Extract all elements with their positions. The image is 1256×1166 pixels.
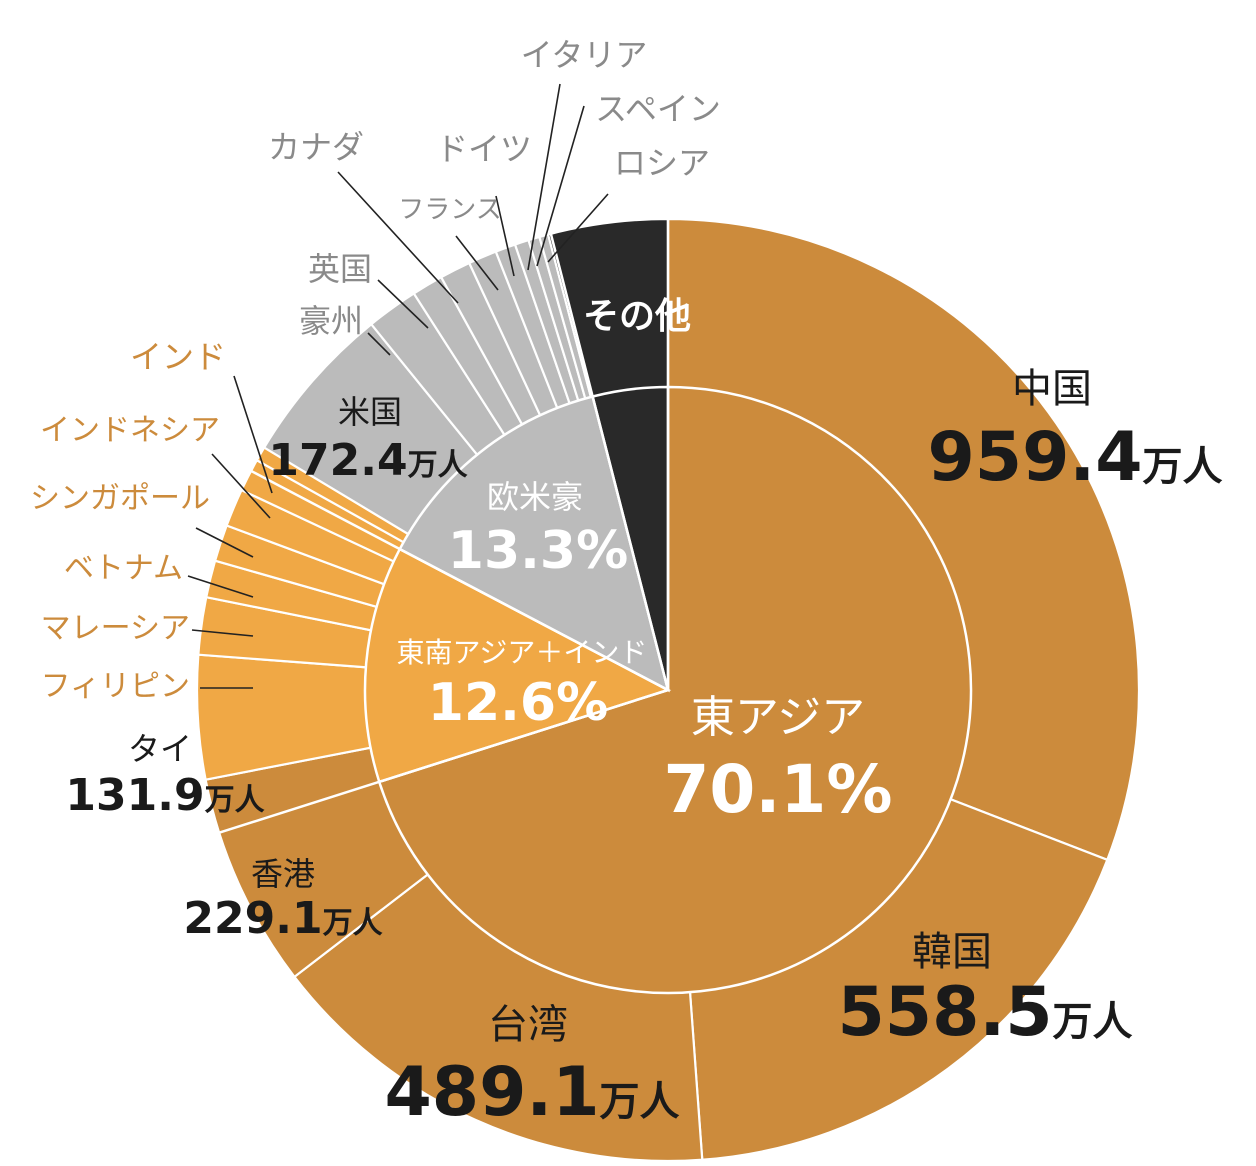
label-small-8: カナダ	[268, 128, 364, 166]
leader-line-2	[187, 575, 254, 598]
group-wedge-east_asia	[377, 385, 973, 995]
label-small-3: シンガポール	[30, 481, 210, 516]
leader-line-5	[233, 375, 273, 494]
leader-line-7	[377, 279, 429, 329]
label-small-13: ロシア	[614, 144, 710, 182]
value-taiwan: 489.1万人	[384, 1053, 679, 1132]
label-small-4: インドネシア	[40, 413, 220, 448]
leader-line-6	[367, 332, 391, 356]
label-small-11: イタリア	[521, 36, 648, 74]
group-wedge-southeast_asia	[363, 547, 672, 784]
inner-group-wedges	[218, 219, 973, 995]
value-thailand: 131.9万人	[65, 770, 264, 821]
label-small-10: ドイツ	[436, 130, 532, 168]
group-wedge-western	[398, 394, 670, 693]
label-usa: 米国	[338, 393, 402, 431]
leader-lines	[187, 83, 609, 689]
leader-line-4	[211, 453, 271, 519]
group-label-east-asia: 東アジア	[691, 692, 865, 743]
group-percent-southeast-asia: 12.6%	[428, 673, 608, 733]
group-label-southeast-asia: 東南アジア＋インド	[397, 636, 648, 669]
label-small-12: スペイン	[595, 90, 721, 128]
group-label-other: その他	[583, 296, 691, 337]
leader-line-12	[536, 105, 585, 267]
leader-line-9	[455, 235, 499, 291]
leader-line-8	[337, 171, 459, 304]
group-divider	[549, 233, 670, 691]
leader-line-1	[191, 629, 254, 637]
leader-line-10	[495, 195, 515, 277]
label-taiwan: 台湾	[488, 1002, 568, 1048]
value-china: 959.4万人	[927, 418, 1222, 497]
group-percent-western: 13.3%	[448, 521, 628, 581]
label-thailand: タイ	[128, 730, 192, 768]
label-korea: 韓国	[912, 929, 992, 975]
label-small-2: ベトナム	[64, 551, 183, 586]
leader-line-3	[195, 527, 254, 558]
group-percent-east-asia: 70.1%	[664, 751, 893, 828]
label-small-6: 豪州	[299, 302, 363, 340]
group-divider	[218, 688, 669, 834]
group-label-western: 欧米豪	[487, 478, 583, 516]
label-china: 中国	[1012, 366, 1092, 412]
label-small-0: フィリピン	[41, 669, 190, 704]
label-hongkong: 香港	[251, 855, 315, 893]
leader-line-11	[527, 83, 561, 271]
label-small-9: フランス	[398, 195, 501, 225]
label-small-1: マレーシア	[41, 611, 190, 646]
value-hongkong: 229.1万人	[183, 893, 382, 944]
label-small-7: 英国	[308, 250, 372, 288]
value-usa: 172.4万人	[268, 435, 467, 486]
group-divider	[250, 469, 669, 692]
label-small-5: インド	[130, 338, 226, 376]
value-korea: 558.5万人	[837, 973, 1132, 1052]
leader-line-13	[547, 193, 609, 263]
